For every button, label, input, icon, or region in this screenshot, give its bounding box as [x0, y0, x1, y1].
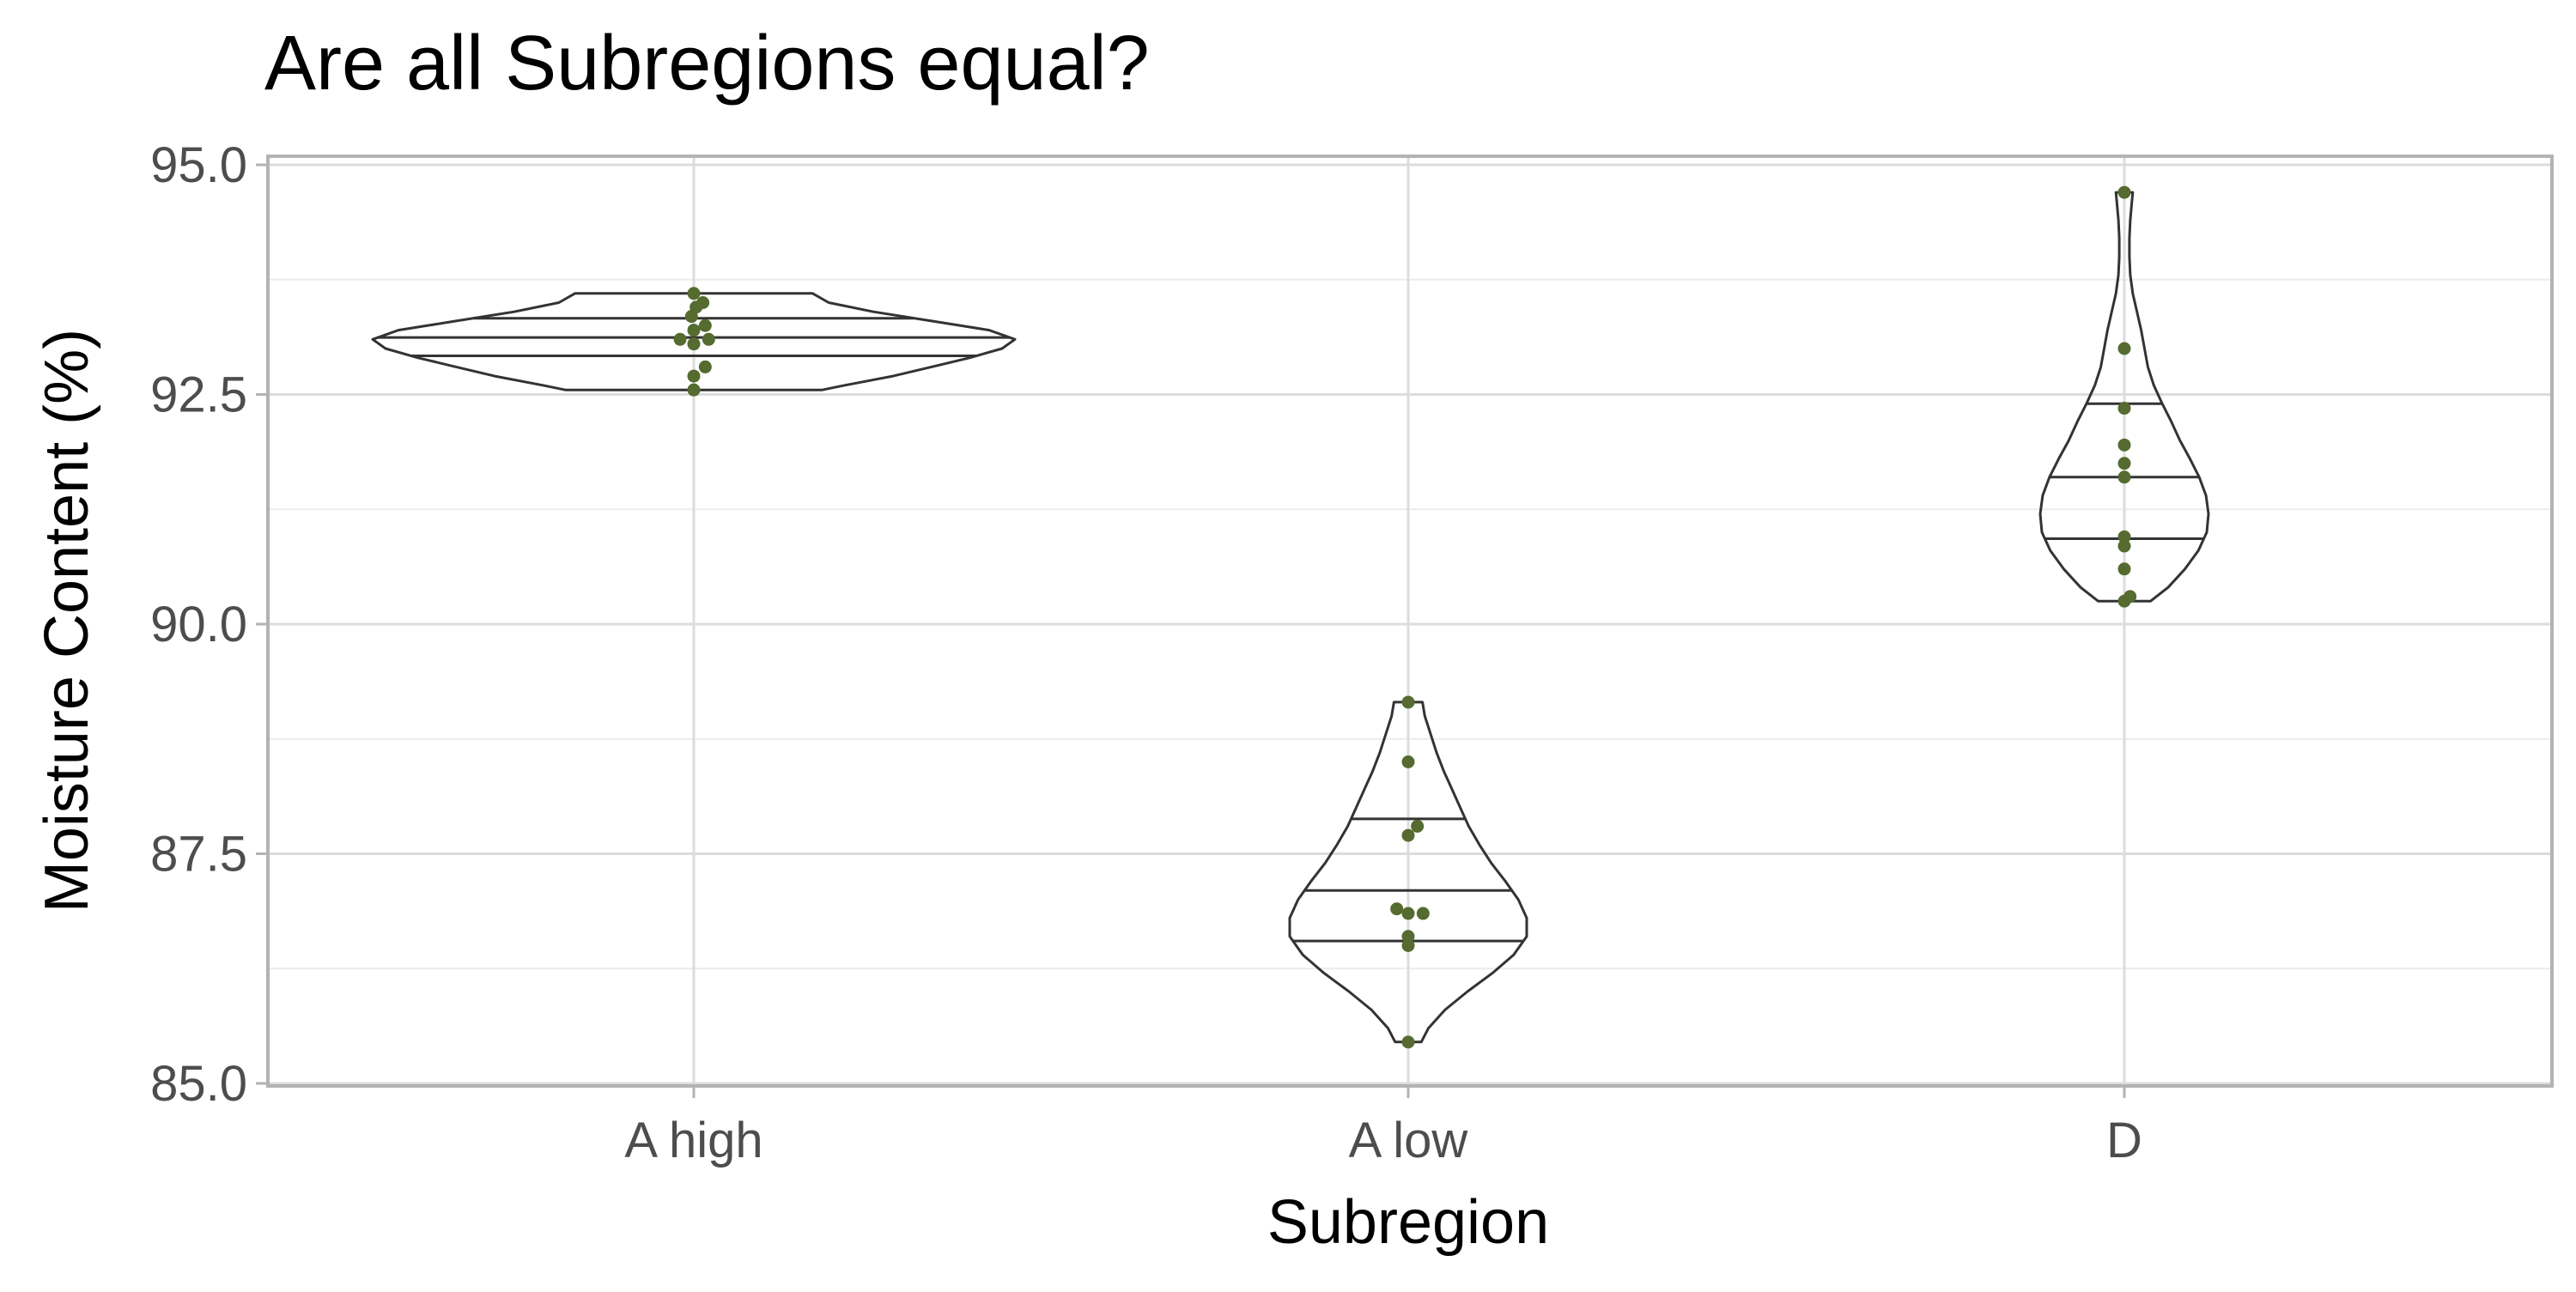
data-point	[1401, 828, 1415, 842]
x-tick-label: A low	[1349, 1113, 1469, 1168]
y-tick-label: 90.0	[150, 597, 247, 652]
data-point	[2117, 539, 2131, 553]
data-point	[1416, 907, 1430, 920]
x-axis-title: Subregion	[1267, 1188, 1549, 1257]
y-axis-title: Moisture Content (%)	[33, 329, 101, 913]
data-point	[702, 332, 715, 346]
y-tick-label: 85.0	[150, 1056, 247, 1112]
axis-layer: 85.0 87.5 90.0 92.5 95.0 A high A low D	[150, 137, 2142, 1168]
data-point	[1401, 930, 1415, 943]
grid-layer	[268, 156, 2552, 1086]
data-point	[1401, 907, 1415, 920]
data-point	[2117, 457, 2131, 470]
data-point	[1401, 939, 1415, 952]
chart-title: Are all Subregions equal?	[264, 21, 1150, 106]
x-tick-label: D	[2106, 1113, 2142, 1168]
data-point	[1390, 902, 1404, 916]
data-point	[2117, 438, 2131, 452]
data-point	[1401, 1035, 1415, 1049]
point-layer	[673, 185, 2137, 1049]
data-point	[2117, 594, 2131, 608]
data-point	[2117, 530, 2131, 543]
x-tick-label: A high	[624, 1113, 762, 1168]
data-point	[1401, 755, 1415, 768]
data-point	[698, 360, 712, 373]
data-point	[1411, 819, 1425, 833]
violin-outline	[1288, 701, 1528, 1044]
data-point	[673, 332, 687, 346]
y-tick-label: 95.0	[150, 137, 247, 193]
violin-layer	[371, 191, 2210, 1044]
data-point	[687, 287, 701, 300]
y-tick-label: 87.5	[150, 827, 247, 883]
data-point	[2117, 402, 2131, 416]
data-point	[2117, 562, 2131, 576]
data-point	[687, 337, 701, 351]
panel-border	[266, 155, 2554, 1088]
data-point	[684, 310, 698, 324]
data-point	[687, 324, 701, 337]
data-point	[687, 383, 701, 397]
data-point	[1401, 695, 1415, 709]
data-point	[2117, 185, 2131, 199]
y-tick-label: 92.5	[150, 367, 247, 423]
data-point	[687, 369, 701, 383]
data-point	[2117, 470, 2131, 484]
violin-outline	[371, 292, 1017, 391]
data-point	[2117, 342, 2131, 355]
data-point	[698, 318, 712, 332]
